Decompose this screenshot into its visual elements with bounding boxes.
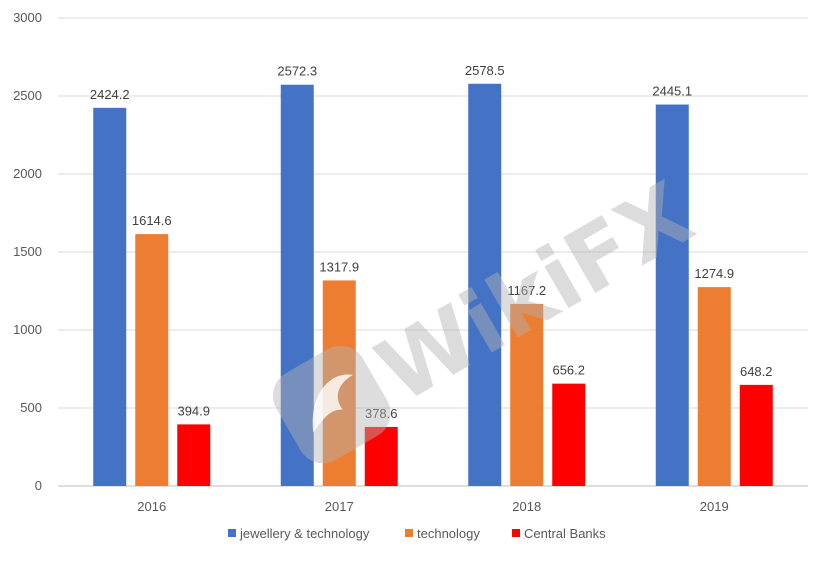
legend-label: Central Banks	[524, 526, 606, 541]
legend-swatch	[512, 529, 520, 537]
y-tick-label: 3000	[13, 10, 42, 25]
legend-swatch	[228, 529, 236, 537]
x-tick-label: 2018	[512, 499, 541, 514]
bar	[364, 426, 398, 486]
y-axis: 0 500 1000 1500 2000 2500 3000	[13, 10, 42, 493]
data-label: 394.9	[177, 403, 210, 418]
x-tick-label: 2019	[700, 499, 729, 514]
watermark-eagle-icon	[312, 374, 353, 433]
data-label: 1274.9	[694, 266, 734, 281]
gridlines	[58, 17, 808, 487]
data-label: 656.2	[552, 363, 585, 378]
y-tick-label: 2500	[13, 88, 42, 103]
data-labels: 2424.2 1614.6 394.9 2572.3 1317.9 378.6 2578.5…	[90, 63, 773, 421]
legend-swatch	[405, 529, 413, 537]
legend: jewellery & technology technology Central …	[228, 526, 606, 541]
y-tick-label: 1500	[13, 244, 42, 259]
data-label: 1167.2	[507, 283, 546, 298]
legend-label: jewellery & technology	[239, 526, 370, 541]
bars	[93, 83, 773, 487]
data-label: 2424.2	[90, 87, 130, 102]
data-label: 1317.9	[319, 259, 359, 274]
bar	[655, 104, 689, 487]
data-label: 1614.6	[132, 213, 172, 228]
y-tick-label: 1000	[13, 322, 42, 337]
y-tick-label: 0	[35, 478, 42, 493]
x-tick-label: 2017	[325, 499, 354, 514]
data-label: 648.2	[740, 364, 773, 379]
legend-label: technology	[417, 526, 480, 541]
x-tick-label: 2016	[137, 499, 166, 514]
y-tick-label: 500	[20, 400, 42, 415]
bar	[697, 287, 731, 486]
bar	[280, 84, 314, 487]
data-label: 2445.1	[652, 84, 692, 99]
bar	[739, 384, 773, 486]
data-label: 2578.5	[465, 63, 505, 78]
bar	[468, 83, 502, 486]
bar	[135, 234, 169, 486]
data-label: 2572.3	[277, 64, 317, 79]
bar	[552, 383, 586, 486]
y-tick-label: 2000	[13, 166, 42, 181]
bar	[177, 424, 211, 486]
data-label: 378.6	[365, 406, 398, 421]
bar	[510, 303, 544, 486]
bar	[93, 107, 127, 486]
x-axis: 2016 2017 2018 2019	[137, 499, 728, 514]
